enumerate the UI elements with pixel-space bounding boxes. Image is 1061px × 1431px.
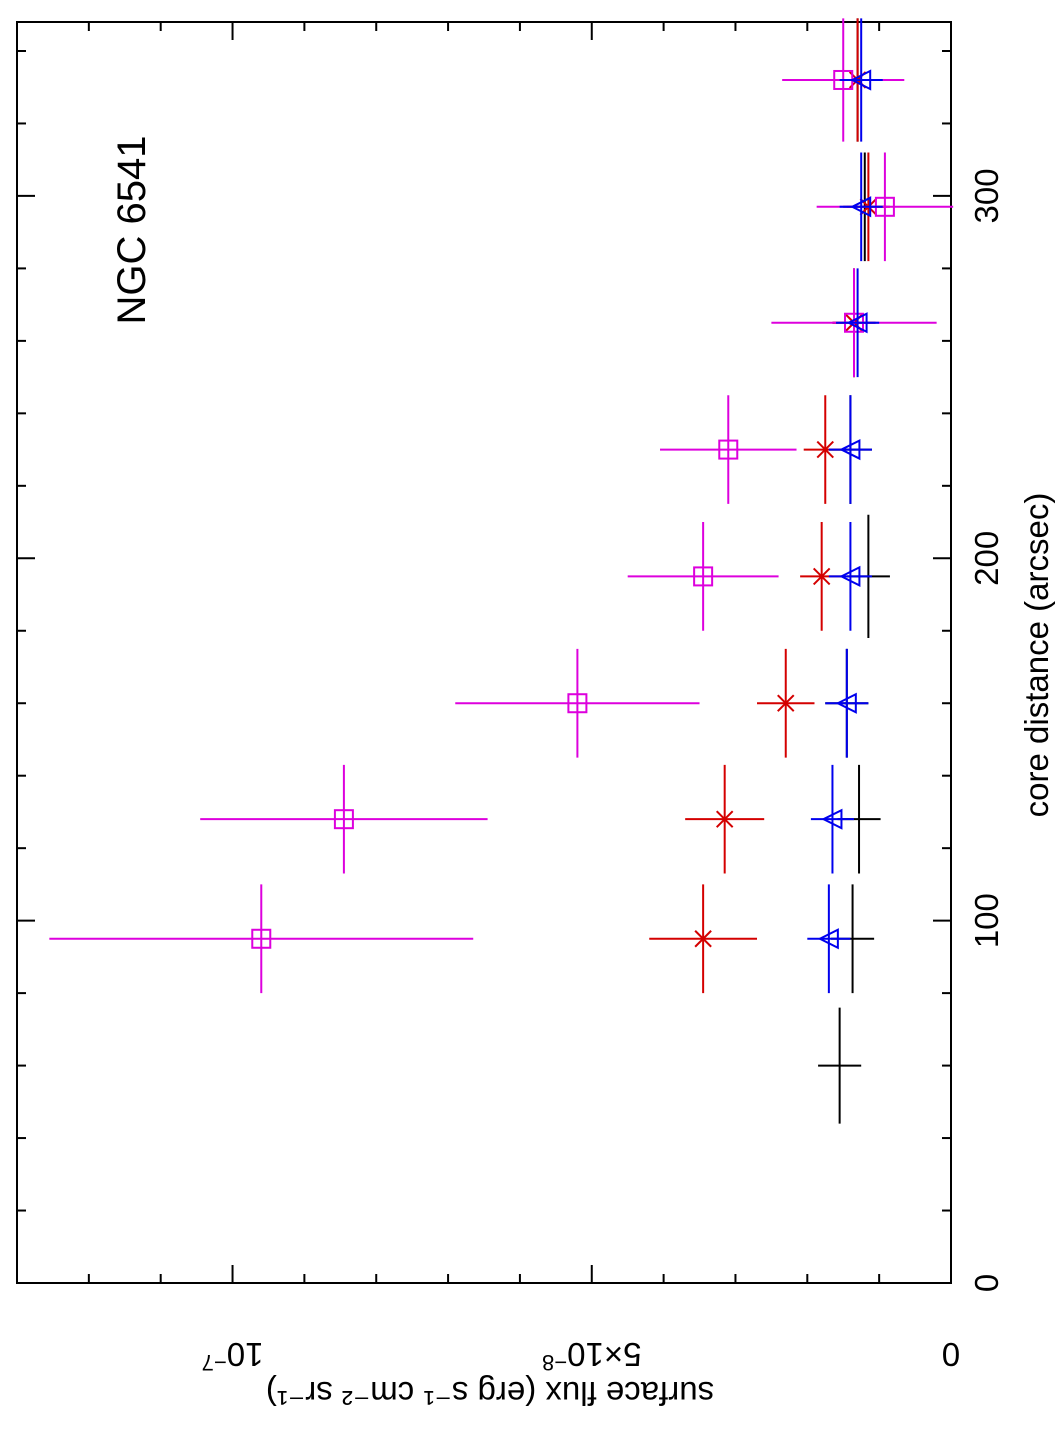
data-point-red bbox=[649, 884, 758, 994]
data-point-magenta bbox=[455, 648, 700, 758]
triangle-marker bbox=[835, 692, 857, 714]
data-point-blue bbox=[828, 395, 872, 504]
x-tick-label: 300 bbox=[968, 168, 1005, 223]
square-marker bbox=[567, 693, 588, 714]
asterisk-marker-stroke bbox=[777, 694, 795, 712]
triangle-marker bbox=[817, 928, 839, 950]
triangle-marker bbox=[821, 808, 843, 830]
data-point-black bbox=[818, 1007, 862, 1124]
axis-tick-labels: 0 100 200 300 0 5×10−8 10−7 bbox=[202, 168, 1005, 1375]
y-tick-label: 0 bbox=[942, 1336, 960, 1373]
square-marker bbox=[333, 809, 354, 830]
data-point-magenta bbox=[660, 395, 797, 504]
data-point-blue bbox=[828, 522, 872, 631]
data-point-magenta bbox=[200, 764, 488, 874]
triangle-marker bbox=[846, 312, 868, 334]
data-point-blue bbox=[836, 268, 880, 378]
y-tick-label: 10−7 bbox=[202, 1336, 264, 1375]
x-tick-label: 100 bbox=[968, 893, 1005, 948]
y-axis-label: surface flux (erg s⁻¹ cm⁻² sr⁻¹) bbox=[266, 1375, 714, 1412]
asterisk-marker-stroke bbox=[816, 440, 834, 459]
data-point-blue bbox=[810, 764, 855, 874]
series-red bbox=[649, 18, 890, 994]
asterisk-marker-stroke bbox=[812, 567, 831, 586]
data-point-blue bbox=[839, 18, 883, 142]
data-point-magenta bbox=[49, 884, 474, 994]
data-point-blue bbox=[825, 648, 869, 758]
asterisk-marker-stroke bbox=[694, 930, 712, 948]
square-marker bbox=[251, 928, 272, 949]
chart-title: NGC 6541 bbox=[110, 136, 154, 325]
data-point-red bbox=[685, 764, 765, 874]
triangle-marker bbox=[839, 438, 861, 461]
data-series bbox=[49, 18, 954, 1124]
data-point-red bbox=[757, 648, 815, 758]
x-tick-label: 200 bbox=[968, 531, 1005, 586]
triangle-marker bbox=[849, 196, 872, 218]
triangle-marker bbox=[849, 69, 872, 91]
x-axis-label: core distance (arcsec) bbox=[1018, 493, 1055, 818]
square-marker bbox=[718, 439, 739, 460]
data-point-blue bbox=[807, 884, 851, 994]
y-tick-label: 5×10−8 bbox=[542, 1336, 641, 1375]
triangle-marker bbox=[839, 565, 861, 588]
axis-ticks bbox=[17, 22, 951, 1283]
plot-frame bbox=[16, 21, 952, 1284]
x-tick-label: 0 bbox=[968, 1274, 1005, 1292]
data-point-magenta bbox=[627, 522, 779, 631]
data-point-magenta bbox=[816, 152, 954, 262]
data-point-blue bbox=[839, 152, 883, 262]
series-magenta bbox=[49, 18, 954, 994]
series-blue bbox=[807, 18, 883, 994]
square-marker bbox=[693, 566, 714, 587]
asterisk-marker-stroke bbox=[715, 810, 734, 828]
